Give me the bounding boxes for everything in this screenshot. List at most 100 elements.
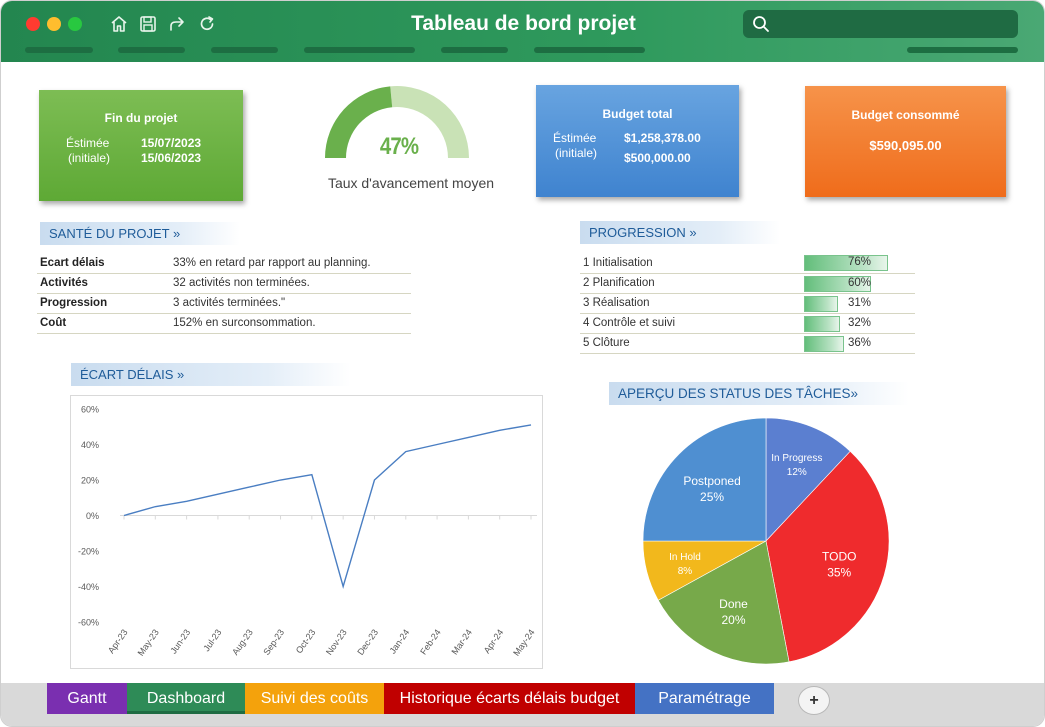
row-key: Activités bbox=[40, 277, 88, 289]
estimated-end-date: 15/07/2023 bbox=[141, 136, 202, 150]
progress-bar bbox=[804, 315, 840, 332]
initial-label: (initiale) bbox=[555, 146, 598, 160]
x-tick-label: Jun-23 bbox=[168, 627, 192, 655]
ribbon-group bbox=[534, 47, 645, 53]
consumed-budget-value: $590,095.00 bbox=[869, 138, 942, 153]
phase-label: Contrôle et suivi bbox=[592, 317, 676, 329]
search-input[interactable] bbox=[743, 10, 1018, 38]
sante-table: Ecart délais 33% en retard par rapport a… bbox=[37, 253, 411, 334]
x-tick-label: Jul-23 bbox=[201, 627, 223, 653]
y-tick-label: -60% bbox=[78, 618, 99, 628]
x-tick-label: May-23 bbox=[136, 627, 161, 657]
estimated-budget: $1,258,378.00 bbox=[624, 131, 701, 145]
ribbon-group bbox=[118, 47, 185, 53]
phase-name: 2 Planification bbox=[580, 273, 804, 293]
slice-percent: 8% bbox=[678, 566, 693, 577]
budget-consomme-card: Budget consommé $590,095.00 bbox=[805, 86, 1006, 197]
slice-percent: 20% bbox=[722, 613, 746, 627]
line-chart-svg: 60% 40% 20% 0% -20% -40% -60% Apr-23 May-23 Jun-2… bbox=[78, 405, 537, 658]
y-tick-label: 40% bbox=[81, 440, 99, 450]
app-title: Tableau de bord projet bbox=[411, 12, 636, 35]
progress-cell: 76% bbox=[804, 253, 915, 273]
title-bar: Tableau de bord projet bbox=[1, 1, 1044, 62]
progress-gauge: 47% Taux d'avancement moyen bbox=[311, 81, 511, 201]
phase-name: 1 Initialisation bbox=[580, 253, 804, 273]
sante-header[interactable]: SANTÉ DU PROJET » bbox=[40, 222, 240, 245]
table-row: 4 Contrôle et suivi 32% bbox=[580, 313, 915, 333]
maximize-window-button[interactable] bbox=[68, 17, 82, 31]
phase-name: 3 Réalisation bbox=[580, 293, 804, 313]
row-value: 152% en surconsommation. bbox=[173, 317, 316, 329]
x-tick-label: Apr-23 bbox=[106, 627, 130, 655]
card-title: Budget consommé bbox=[851, 108, 960, 122]
phase-number: 3 bbox=[583, 297, 590, 309]
table-row: Activités 32 activités non terminées. bbox=[37, 273, 411, 293]
slice-label: Done bbox=[719, 597, 748, 611]
progression-table: 1 Initialisation 76% 2 Planification 60% 3 R… bbox=[580, 253, 915, 354]
close-window-button[interactable] bbox=[26, 17, 40, 31]
pie-chart-svg: In Progress 12% TODO 35% Done 20% In Hold 8% Pos… bbox=[642, 417, 890, 665]
y-tick-label: -20% bbox=[78, 547, 99, 557]
home-icon[interactable] bbox=[109, 14, 129, 34]
slice-label: In Progress bbox=[771, 453, 822, 464]
progression-header[interactable]: PROGRESSION » bbox=[580, 221, 780, 244]
x-tick-label: Nov-23 bbox=[324, 627, 349, 657]
card-title: Budget total bbox=[602, 107, 673, 121]
sheet-tab-bar: Gantt Dashboard Suivi des coûts Historiq… bbox=[1, 683, 1044, 726]
progress-value: 31% bbox=[847, 296, 871, 309]
tab-dashboard[interactable]: Dashboard bbox=[127, 683, 245, 714]
progress-value: 60% bbox=[847, 276, 871, 289]
progress-cell: 31% bbox=[804, 293, 915, 313]
tab-gantt[interactable]: Gantt bbox=[47, 683, 127, 714]
add-sheet-button[interactable]: + bbox=[798, 686, 830, 715]
table-row: 2 Planification 60% bbox=[580, 273, 915, 293]
slice-label: In Hold bbox=[669, 552, 701, 563]
pie-slice bbox=[657, 540, 790, 665]
x-tick-label: Mar-24 bbox=[449, 627, 474, 656]
progress-cell: 36% bbox=[804, 333, 915, 353]
tab-suivi-couts[interactable]: Suivi des coûts bbox=[245, 683, 384, 714]
progress-bar bbox=[804, 275, 871, 292]
pie-slice bbox=[642, 417, 767, 542]
pie-header[interactable]: APERÇU DES STATUS DES TÂCHES» bbox=[609, 382, 909, 405]
phase-label: Réalisation bbox=[592, 297, 650, 309]
estimated-label: Éstimée bbox=[66, 136, 110, 150]
save-icon[interactable] bbox=[138, 14, 158, 34]
slice-percent: 35% bbox=[827, 565, 851, 579]
progress-value: 32% bbox=[847, 316, 871, 329]
progress-cell: 32% bbox=[804, 313, 915, 333]
budget-total-card: Budget total Éstimée $1,258,378.00 (init… bbox=[536, 85, 739, 197]
phase-name: 4 Contrôle et suivi bbox=[580, 313, 804, 333]
x-tick-label: Aug-23 bbox=[230, 627, 255, 657]
x-tick-label: Oct-23 bbox=[294, 627, 318, 655]
minimize-window-button[interactable] bbox=[47, 17, 61, 31]
row-key: Ecart délais bbox=[40, 256, 105, 269]
series-line bbox=[123, 424, 532, 590]
gauge-label: Taux d'avancement moyen bbox=[327, 175, 495, 191]
phase-label: Planification bbox=[592, 277, 655, 289]
row-key: Progression bbox=[40, 297, 108, 309]
gauge-arc bbox=[325, 86, 469, 158]
pie-slice bbox=[765, 450, 890, 663]
progress-bar bbox=[804, 335, 844, 352]
initial-budget: $500,000.00 bbox=[624, 151, 691, 165]
ribbon-group bbox=[907, 47, 1018, 53]
x-tick-label: Dec-23 bbox=[355, 627, 380, 657]
redo-icon[interactable] bbox=[167, 14, 187, 34]
x-tick-label: Jan-24 bbox=[387, 627, 411, 655]
row-value: 33% en retard par rapport au planning. bbox=[173, 256, 371, 269]
y-tick-label: 60% bbox=[81, 405, 99, 415]
gauge-remaining-arc bbox=[390, 86, 469, 158]
pie-slice bbox=[765, 417, 851, 542]
refresh-icon[interactable] bbox=[197, 14, 217, 34]
slice-percent: 25% bbox=[700, 490, 724, 504]
gauge-percent: 47% bbox=[379, 133, 419, 160]
tab-parametrage[interactable]: Paramétrage bbox=[635, 683, 774, 714]
x-tick-label: May-24 bbox=[511, 627, 536, 657]
progress-value: 76% bbox=[847, 256, 871, 268]
tab-historique[interactable]: Historique écarts délais budget bbox=[384, 683, 635, 714]
ecart-delais-chart: 60% 40% 20% 0% -20% -40% -60% Apr-23 May-23 Jun-2… bbox=[70, 395, 543, 669]
ecart-header[interactable]: ÉCART DÉLAIS » bbox=[71, 363, 351, 386]
table-row: 3 Réalisation 31% bbox=[580, 293, 915, 313]
x-tick-label: Apr-24 bbox=[482, 627, 506, 655]
